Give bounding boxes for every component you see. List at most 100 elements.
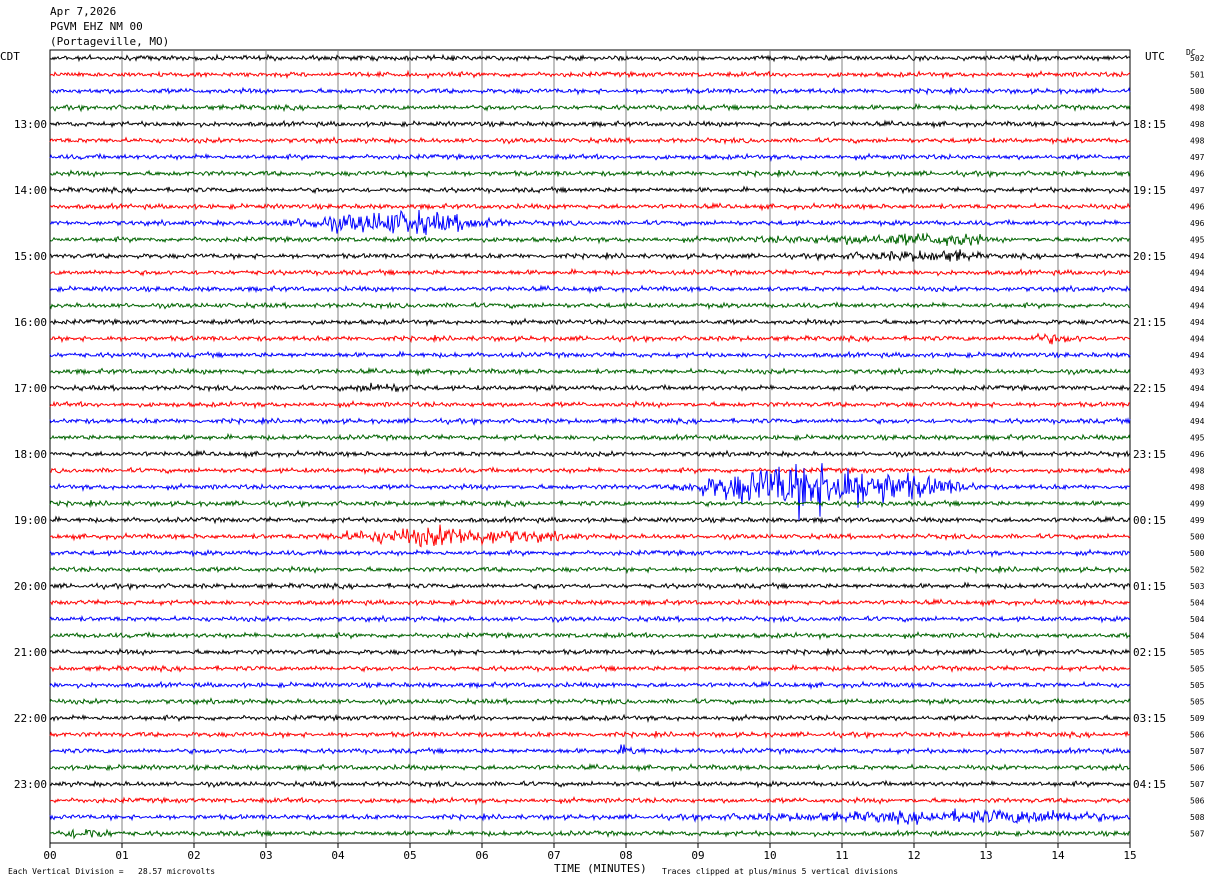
trace-row — [49, 185, 1131, 195]
trace-row — [49, 597, 1130, 608]
dc-value: 494 — [1190, 401, 1205, 410]
plot-frame — [49, 49, 1131, 844]
utc-hour-label: 01:15 — [1133, 580, 1166, 593]
dc-value: 509 — [1190, 714, 1205, 723]
trace-row — [49, 762, 1131, 773]
trace-row — [49, 466, 1131, 476]
x-tick-label: 09 — [691, 849, 704, 862]
x-tick-label: 03 — [259, 849, 272, 862]
dc-value: 505 — [1190, 665, 1205, 674]
trace-row — [49, 201, 1131, 212]
header-location: (Portageville, MO) — [50, 35, 170, 48]
trace-row — [49, 581, 1131, 591]
dc-value: 502 — [1190, 54, 1205, 63]
dc-value: 500 — [1190, 87, 1205, 96]
dc-value: 498 — [1190, 483, 1205, 492]
dc-value: 507 — [1190, 780, 1205, 789]
dc-value: 495 — [1190, 236, 1205, 245]
dc-value: 500 — [1190, 533, 1205, 542]
utc-axis-label: UTC — [1145, 50, 1165, 63]
dc-value: 508 — [1190, 813, 1205, 822]
x-tick-label: 07 — [547, 849, 560, 862]
cdt-hour-label: 18:00 — [14, 448, 47, 461]
trace-row — [49, 647, 1131, 657]
dc-value: 506 — [1190, 764, 1205, 773]
dc-value: 494 — [1190, 302, 1205, 311]
trace-row — [49, 284, 1131, 294]
trace-row — [49, 548, 1131, 559]
trace-row — [49, 515, 1131, 525]
utc-hour-label: 23:15 — [1133, 448, 1166, 461]
x-tick-label: 14 — [1051, 849, 1065, 862]
dc-value: 494 — [1190, 285, 1205, 294]
trace-row — [49, 69, 1131, 80]
x-tick-label: 06 — [475, 849, 488, 862]
cdt-hour-label: 14:00 — [14, 184, 47, 197]
traces — [49, 53, 1131, 840]
dc-value: 506 — [1190, 731, 1205, 740]
cdt-hour-label: 22:00 — [14, 712, 47, 725]
dc-value: 496 — [1190, 203, 1205, 212]
dc-value: 494 — [1190, 351, 1205, 360]
dc-value: 504 — [1190, 599, 1205, 608]
dc-value: 498 — [1190, 104, 1205, 113]
trace-row — [49, 565, 1131, 575]
x-tick-label: 01 — [115, 849, 128, 862]
trace-row — [49, 301, 1131, 311]
dc-value: 497 — [1190, 153, 1205, 162]
trace-row — [49, 744, 1131, 756]
dc-value: 494 — [1190, 252, 1205, 261]
trace-row — [49, 449, 1131, 459]
trace-row — [49, 169, 1131, 179]
dc-value: 505 — [1190, 698, 1205, 707]
x-tick-label: 04 — [331, 849, 345, 862]
x-tick-label: 08 — [619, 849, 632, 862]
dc-value: 494 — [1190, 269, 1205, 278]
dc-value: 496 — [1190, 170, 1205, 179]
trace-row — [49, 499, 1131, 509]
cdt-hour-label: 15:00 — [14, 250, 47, 263]
trace-row — [49, 382, 1131, 393]
trace-row — [49, 102, 1131, 113]
clip-note: Traces clipped at plus/minus 5 vertical … — [662, 867, 899, 876]
trace-row — [49, 697, 1131, 707]
header-date: Apr 7,2026 — [50, 5, 117, 18]
utc-hour-label: 21:15 — [1133, 316, 1166, 329]
dc-value: 494 — [1190, 384, 1205, 393]
x-tick-label: 10 — [763, 849, 776, 862]
trace-row — [49, 680, 1131, 690]
cdt-hour-label: 16:00 — [14, 316, 47, 329]
dc-value: 506 — [1190, 797, 1205, 806]
dc-value: 498 — [1190, 467, 1205, 476]
trace-row — [49, 796, 1131, 806]
trace-row — [49, 152, 1131, 163]
x-axis-title: TIME (MINUTES) — [554, 862, 647, 875]
dc-value: 498 — [1190, 120, 1205, 129]
utc-hour-label: 22:15 — [1133, 382, 1166, 395]
utc-hour-label: 00:15 — [1133, 514, 1166, 527]
utc-hour-label: 04:15 — [1133, 778, 1166, 791]
utc-hour-label: 03:15 — [1133, 712, 1166, 725]
grid-lines — [49, 49, 1131, 848]
trace-row — [49, 119, 1131, 129]
dc-value: 499 — [1190, 516, 1205, 525]
trace-row — [49, 53, 1131, 63]
dc-value: 503 — [1190, 582, 1205, 591]
trace-row — [49, 463, 1131, 522]
x-tick-label: 00 — [43, 849, 56, 862]
trace-row — [49, 808, 1131, 825]
dc-value: 497 — [1190, 186, 1205, 195]
header-station: PGVM EHZ NM 00 — [50, 20, 143, 33]
trace-row — [49, 524, 1131, 548]
cdt-axis-label: CDT — [0, 50, 20, 63]
dc-value: 502 — [1190, 566, 1205, 575]
trace-row — [49, 631, 1131, 641]
x-tick-label: 11 — [835, 849, 848, 862]
dc-value: 498 — [1190, 137, 1205, 146]
cdt-hour-label: 20:00 — [14, 580, 47, 593]
trace-row — [49, 828, 1131, 840]
x-tick-label: 05 — [403, 849, 416, 862]
dc-value: 494 — [1190, 318, 1205, 327]
dc-value: 500 — [1190, 549, 1205, 558]
